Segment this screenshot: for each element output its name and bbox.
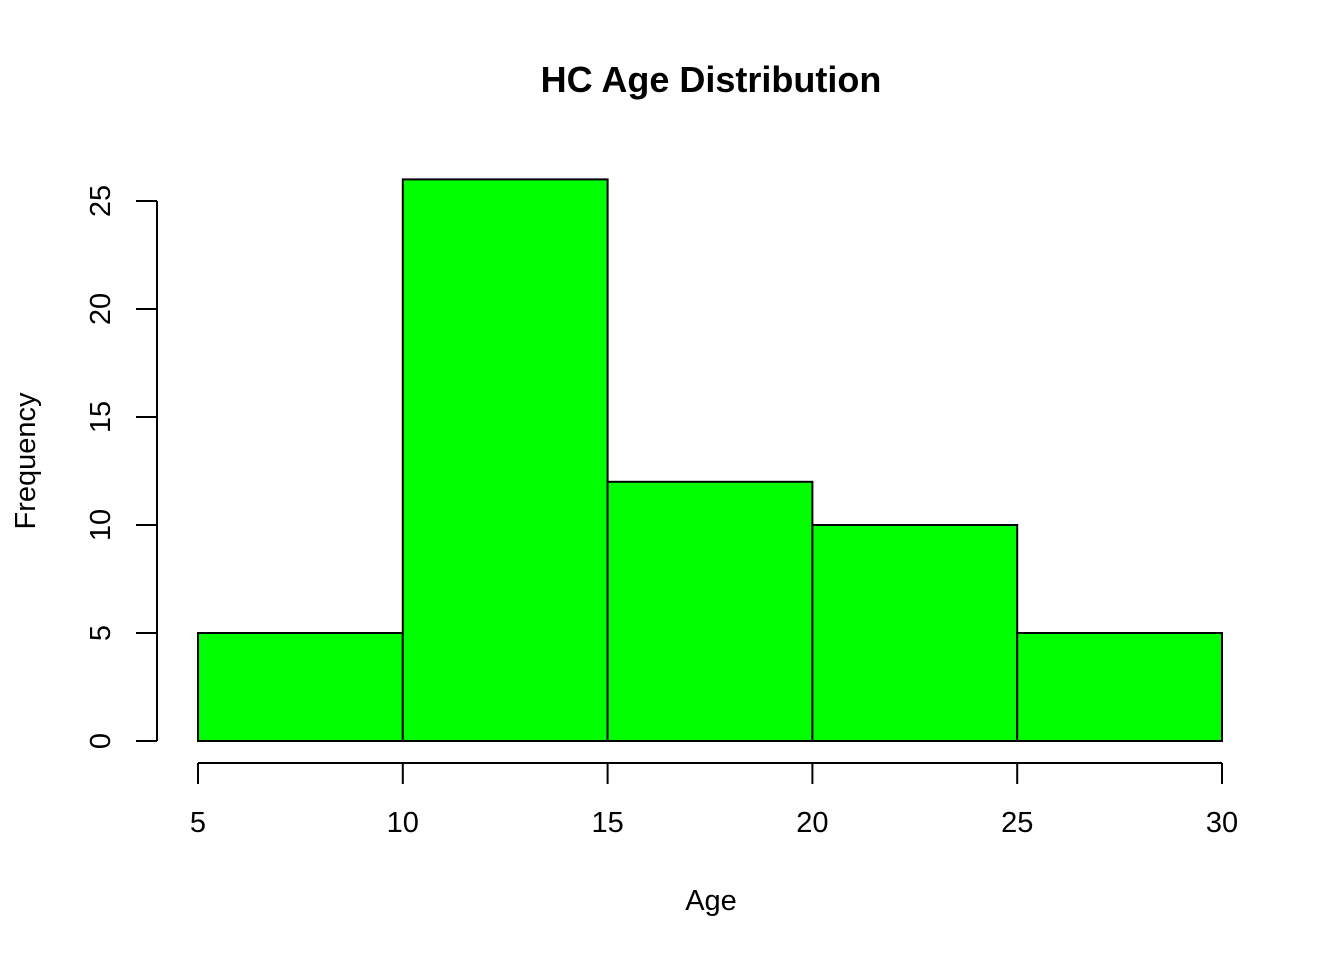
histogram-bar-20-25 [811, 524, 1019, 742]
y-tick-label: 0 [85, 733, 117, 749]
bars-group [197, 178, 1224, 742]
x-tick-label: 10 [387, 807, 419, 839]
x-axis-label: Age [685, 885, 737, 917]
x-tick-label: 20 [796, 807, 828, 839]
x-tick-label: 30 [1206, 807, 1238, 839]
y-tick-label: 5 [85, 625, 117, 641]
y-tick-label: 20 [85, 293, 117, 325]
histogram-bar-15-20 [606, 480, 814, 742]
x-tick-label: 25 [1001, 807, 1033, 839]
x-tick-label: 5 [190, 807, 206, 839]
x-axis: 5 10 15 20 25 30 [190, 762, 1238, 839]
y-tick-label: 25 [85, 185, 117, 217]
histogram-bar-25-30 [1016, 632, 1224, 742]
histogram-bar-10-15 [401, 178, 609, 742]
y-tick-label: 10 [85, 509, 117, 541]
chart-title: HC Age Distribution [541, 59, 882, 100]
y-axis: 0 5 10 15 20 25 [85, 185, 158, 749]
y-axis-label: Frequency [10, 392, 42, 530]
y-tick-label: 15 [85, 401, 117, 433]
x-tick-label: 15 [591, 807, 623, 839]
histogram-bar-5-10 [197, 632, 404, 742]
